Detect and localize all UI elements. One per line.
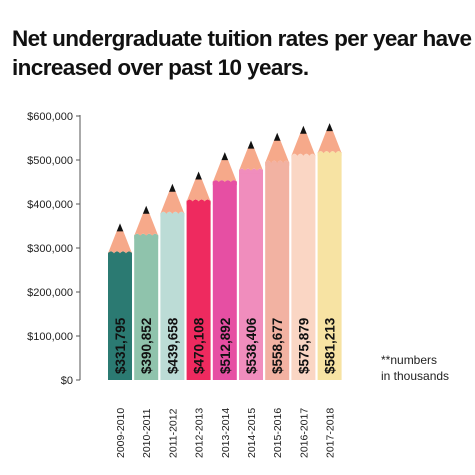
data-label: $390,852 [139, 318, 154, 374]
units-note-line2: in thousands [381, 369, 450, 383]
pencil-bar [317, 123, 342, 380]
y-tick-label: $200,000 [27, 287, 73, 299]
x-tick-label: 2013-2014 [220, 408, 232, 458]
bar [317, 152, 342, 380]
y-tick-label: $400,000 [27, 199, 73, 211]
pencil-wood [160, 190, 185, 214]
pencil-lead-tip [169, 183, 176, 192]
pencil-wood [291, 132, 316, 156]
pencil-lead-tip [247, 140, 255, 149]
chart-title: Net undergraduate tuition rates per year… [12, 24, 472, 82]
units-note-line1: **numbers [381, 353, 438, 367]
chart-title-line1: Net undergraduate tuition rates per year… [12, 26, 472, 51]
pencil-wood [212, 159, 237, 183]
bar [108, 252, 132, 380]
pencil-wood [186, 178, 211, 202]
pencil-lead-tip [142, 205, 150, 214]
bar-wavy-edge [239, 168, 263, 174]
x-tick-label: 2010-2011 [141, 408, 153, 458]
x-tick-label: 2017-2018 [325, 408, 337, 458]
y-tick-label: $500,000 [27, 155, 73, 167]
data-label: $538,406 [244, 317, 259, 374]
y-tick-label: $600,000 [27, 111, 73, 123]
bar [265, 161, 290, 380]
pencil-bar [265, 132, 290, 380]
bar-wavy-edge [108, 251, 132, 257]
x-tick-label: 2011-2012 [167, 408, 179, 458]
bar [160, 212, 185, 380]
pencil-wood [265, 139, 290, 163]
pencil-bar [134, 205, 159, 380]
bar-wavy-edge [186, 199, 211, 205]
pencil-bar [239, 140, 263, 380]
pencil-bar [108, 223, 132, 380]
pencil-bar [291, 125, 316, 380]
pencil-wood [108, 230, 132, 254]
pencil-lead-tip [195, 171, 202, 180]
data-label: $558,677 [270, 318, 285, 374]
bar-wavy-edge [212, 180, 237, 186]
pencil-wood [239, 147, 263, 171]
bar [212, 181, 237, 380]
data-label: $575,879 [296, 318, 311, 374]
chart-title-line2: increased over past 10 years. [12, 55, 309, 80]
data-label: $581,213 [323, 317, 338, 374]
bar [239, 169, 263, 380]
x-tick-label: 2012-2013 [194, 408, 206, 458]
pencil-wood [317, 130, 342, 154]
pencil-lead-tip [273, 132, 281, 141]
bar [291, 154, 316, 380]
pencil-lead-tip [116, 223, 124, 232]
bar [186, 200, 211, 380]
data-label: $512,892 [218, 318, 233, 374]
y-tick-label: $100,000 [27, 331, 73, 343]
pencil-bar [212, 152, 237, 380]
y-tick-label: $0 [61, 375, 73, 387]
x-tick-label: 2016-2017 [298, 408, 310, 458]
pencil-lead-tip [300, 125, 307, 134]
data-label: $439,658 [165, 317, 180, 374]
x-tick-label: 2014-2015 [246, 408, 258, 458]
bar-wavy-edge [317, 151, 342, 157]
y-tick-label: $300,000 [27, 243, 73, 255]
data-label: $331,795 [113, 317, 128, 374]
pencil-lead-tip [221, 152, 229, 161]
pencil-lead-tip [326, 123, 333, 132]
bar [134, 234, 159, 380]
x-tick-label: 2015-2016 [272, 408, 284, 458]
bar-wavy-edge [265, 160, 290, 166]
units-note: **numbers in thousands [381, 352, 473, 384]
bar-wavy-edge [291, 153, 316, 159]
pencil-bar [160, 183, 185, 380]
data-label: $470,108 [192, 317, 207, 374]
pencil-wood [134, 212, 159, 236]
x-tick-label: 2009-2010 [115, 408, 127, 458]
pencil-bar [186, 171, 211, 380]
bar-wavy-edge [160, 211, 185, 217]
bar-wavy-edge [134, 233, 159, 239]
